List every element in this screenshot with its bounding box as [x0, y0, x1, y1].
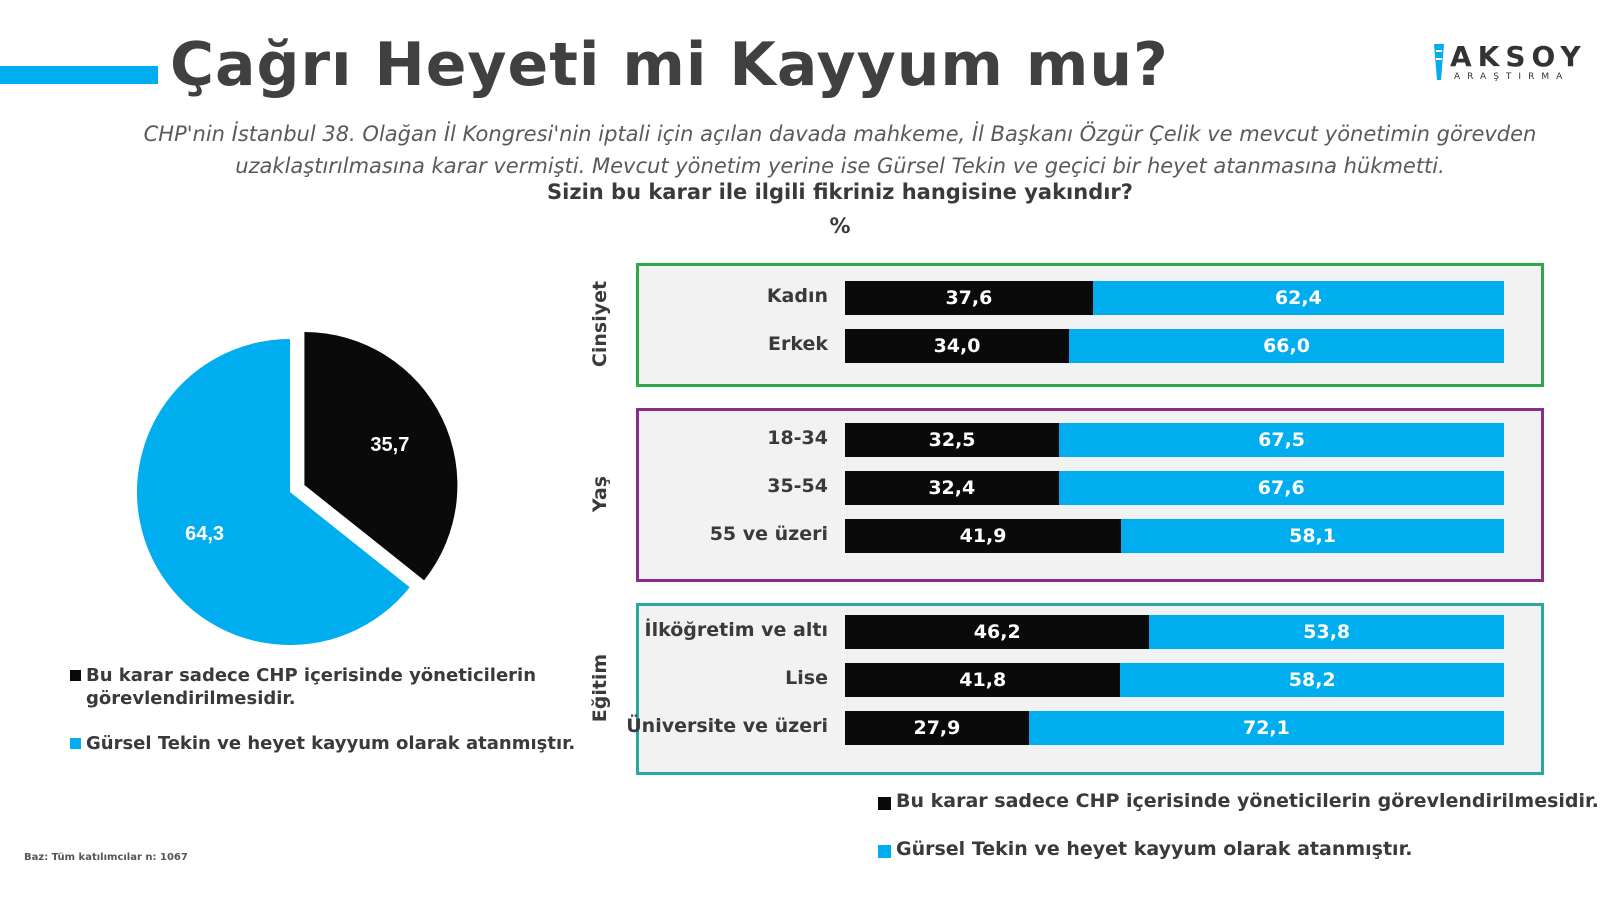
pie-legend-text: Bu karar sadece CHP içerisinde yöneticil… [86, 665, 537, 686]
bar-legend-text: Gürsel Tekin ve heyet kayyum olarak atan… [896, 838, 1413, 860]
subtitle: CHP'nin İstanbul 38. Olağan İl Kongresi'… [110, 118, 1570, 182]
pie-legend: Bu karar sadece CHP içerisinde yöneticil… [70, 664, 590, 777]
bar-segment-blue: 67,5 [1059, 423, 1504, 457]
pie-slice [136, 339, 410, 645]
group-label: Cinsiyet [589, 280, 611, 368]
bar-legend-text: Bu karar sadece CHP içerisinde yöneticil… [896, 790, 1599, 812]
bar-segment-blue: 72,1 [1028, 711, 1504, 745]
pie-legend-text: Gürsel Tekin ve heyet kayyum olarak atan… [86, 733, 576, 754]
pie-legend-item-blue: Gürsel Tekin ve heyet kayyum olarak atan… [70, 732, 590, 755]
logo-subtext: ARAŞTIRMA [1454, 72, 1570, 82]
subtitle-line-1: CHP'nin İstanbul 38. Olağan İl Kongresi'… [143, 122, 1537, 146]
bar-segment-black: 32,4 [845, 471, 1059, 505]
stacked-bar: 32,4 67,6 [845, 471, 1504, 505]
bar-legend-item-black: Bu karar sadece CHP içerisinde yöneticil… [878, 790, 1599, 814]
bar-segment-blue: 53,8 [1149, 615, 1504, 649]
subtitle-line-2: uzaklaştırılmasına karar vermişti. Mevcu… [235, 154, 1445, 178]
stacked-bar: 32,5 67,5 [845, 423, 1504, 457]
bar-segment-blue: 62,4 [1092, 281, 1504, 315]
page-title: Çağrı Heyeti mi Kayyum mu? [170, 30, 1169, 100]
row-label: 55 ve üzeri [709, 523, 828, 545]
logo-text: AKSOY [1450, 40, 1587, 73]
row-label: Lise [785, 667, 828, 689]
legend-swatch-blue [878, 845, 891, 858]
legend-swatch-black [878, 797, 891, 810]
row-label: İlköğretim ve altı [644, 619, 828, 641]
bar-segment-blue: 58,2 [1120, 663, 1504, 697]
row-label: Üniversite ve üzeri [626, 715, 828, 737]
stacked-bar: 27,9 72,1 [845, 711, 1504, 745]
bar-segment-black: 27,9 [845, 711, 1029, 745]
pie-data-label: 35,7 [370, 434, 409, 456]
stacked-bar: 37,6 62,4 [845, 281, 1504, 315]
stacked-bar: 41,8 58,2 [845, 663, 1504, 697]
bar-segment-black: 41,9 [845, 519, 1122, 553]
row-label: Kadın [766, 285, 828, 307]
unit-label: % [829, 214, 851, 238]
row-label: Erkek [768, 333, 828, 355]
pie-chart: 35,7 64,3 [136, 332, 458, 645]
bar-segment-black: 37,6 [845, 281, 1093, 315]
base-note: Baz: Tüm katılımcılar n: 1067 [24, 852, 188, 863]
pie-slice [304, 332, 458, 581]
pie-legend-item-black: Bu karar sadece CHP içerisinde yöneticil… [70, 664, 590, 710]
bar-segment-blue: 67,6 [1058, 471, 1504, 505]
bar-segment-black: 46,2 [845, 615, 1150, 649]
legend-swatch-blue [70, 738, 81, 749]
bar-segment-blue: 58,1 [1121, 519, 1504, 553]
accent-bar [0, 66, 158, 84]
row-label: 35-54 [767, 475, 828, 497]
bar-segment-black: 32,5 [845, 423, 1060, 457]
aksoy-logo: AKSOY ARAŞTIRMA [1432, 40, 1582, 86]
stacked-bar: 34,0 66,0 [845, 329, 1504, 363]
legend-swatch-black [70, 670, 81, 681]
stacked-bar: 46,2 53,8 [845, 615, 1504, 649]
stacked-bar: 41,9 58,1 [845, 519, 1504, 553]
bar-legend-item-blue: Gürsel Tekin ve heyet kayyum olarak atan… [878, 838, 1599, 862]
bar-segment-black: 34,0 [845, 329, 1070, 363]
group-label: Yaş [589, 475, 611, 513]
row-label: 18-34 [767, 427, 828, 449]
logo-mark-icon [1434, 44, 1444, 80]
bar-segment-blue: 66,0 [1069, 329, 1504, 363]
group-label: Eğitim [589, 653, 611, 723]
bar-segment-black: 41,8 [845, 663, 1121, 697]
question: Sizin bu karar ile ilgili fikriniz hangi… [547, 180, 1133, 204]
pie-legend-text: görevlendirilmesidir. [86, 688, 296, 709]
bar-legend: Bu karar sadece CHP içerisinde yöneticil… [878, 790, 1599, 886]
pie-data-label: 64,3 [185, 523, 224, 545]
